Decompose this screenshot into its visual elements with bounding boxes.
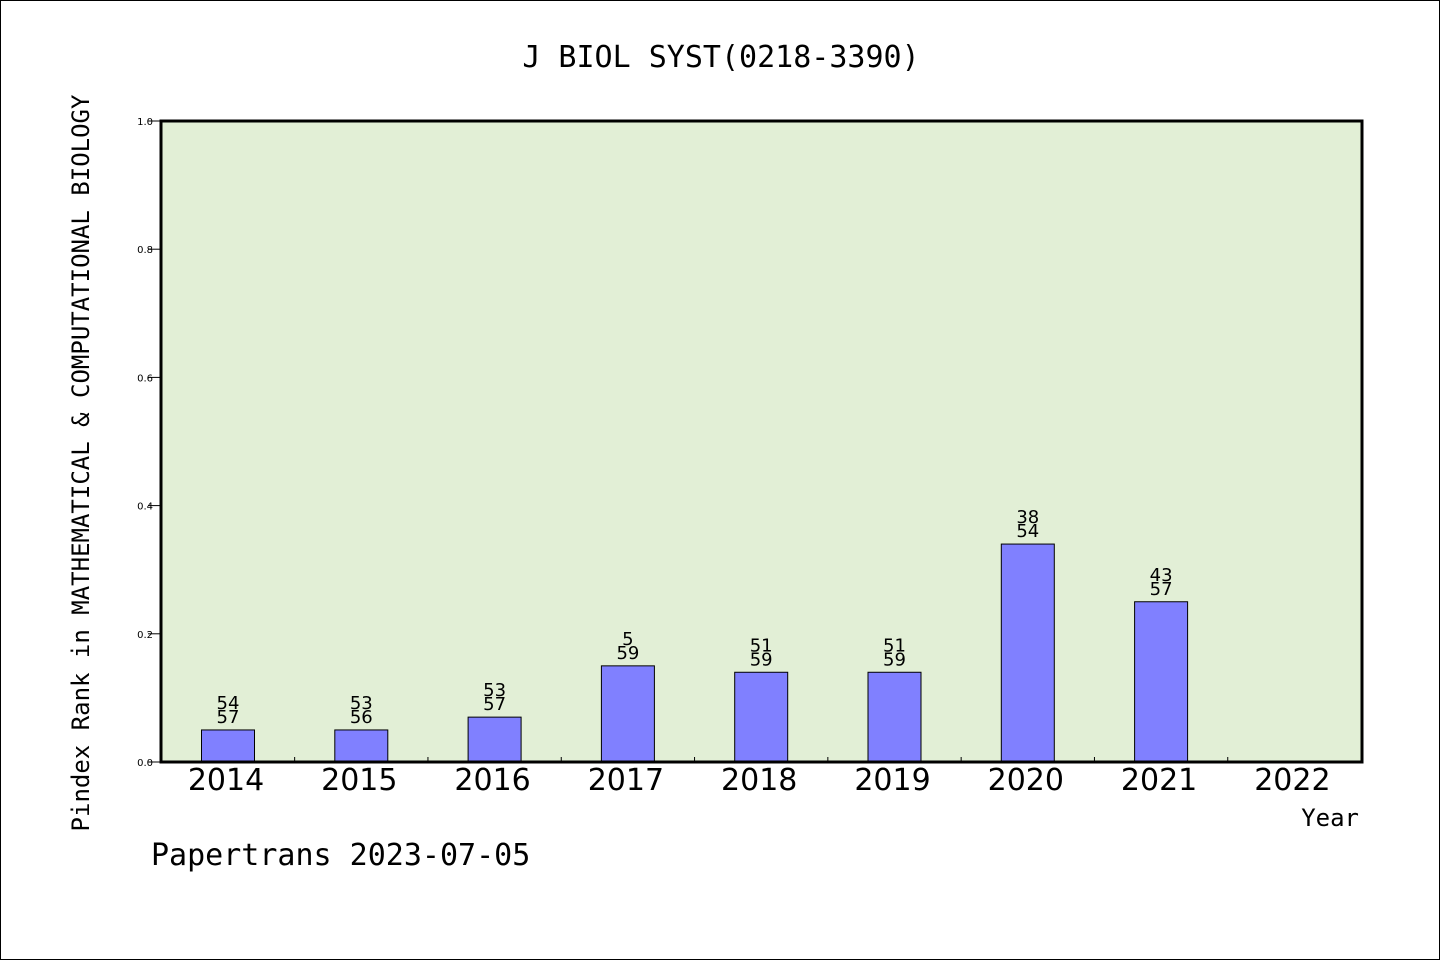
bar-2019 [867, 671, 922, 763]
plot-frame [159, 119, 1364, 764]
y-ticks-group: 0.0 0.2 0.4 0.6 0.8 1.0 [137, 117, 161, 769]
y-tick-label: 0.4 [137, 502, 153, 513]
bar-rank-label-2016: 53 [483, 680, 506, 701]
y-axis-label: Pindex Rank in MATHEMATICAL & COMPUTATIO… [67, 94, 95, 831]
bar-total-label-2017: 59 [616, 643, 639, 664]
bar-2018 [734, 671, 789, 763]
footer-text: Papertrans 2023-07-05 [151, 838, 530, 873]
bar-2020 [1000, 543, 1055, 763]
bar-total-label-2018: 59 [750, 649, 773, 670]
bar-total-label-2021: 57 [1150, 579, 1173, 600]
bar-rank-label-2019: 51 [883, 635, 906, 656]
y-tick-label: 0.8 [137, 245, 153, 256]
bar-total-label-2016: 57 [483, 694, 506, 715]
bar-2021 [1134, 601, 1189, 763]
y-tick-label: 1.0 [137, 117, 153, 128]
y-tick-label: 0.2 [137, 630, 153, 641]
bar-2015 [334, 729, 389, 763]
bar-rank-label-2014: 54 [217, 693, 240, 714]
x-axis-label: Year [1301, 804, 1359, 832]
x-tick-label-2015: 2015 [321, 763, 397, 798]
bar-2014 [201, 729, 255, 763]
bar-total-label-2014: 57 [217, 707, 240, 728]
y-tick-label: 0.6 [137, 373, 153, 384]
x-tick-label-2017: 2017 [588, 763, 664, 798]
x-tick-label-2014: 2014 [188, 763, 264, 798]
bar-rank-label-2015: 53 [350, 693, 373, 714]
bar-total-label-2019: 59 [883, 649, 906, 670]
bar-total-label-2020: 54 [1016, 521, 1039, 542]
x-tick-label-2021: 2021 [1121, 763, 1197, 798]
bar-rank-label-2018: 51 [750, 635, 773, 656]
x-tick-label-2016: 2016 [454, 763, 530, 798]
x-tick-label-2019: 2019 [854, 763, 930, 798]
x-ticks-group: 2014 2015 2016 2017 2018 2019 2020 2021 2022 [188, 757, 1331, 798]
bar-rank-label-2020: 38 [1016, 507, 1039, 528]
bar-2017 [600, 665, 655, 763]
bar-rank-label-2021: 43 [1150, 565, 1173, 586]
bar-2016 [467, 716, 522, 763]
x-tick-label-2022: 2022 [1254, 763, 1330, 798]
bar-total-label-2015: 56 [350, 707, 373, 728]
x-tick-label-2018: 2018 [721, 763, 797, 798]
bar-rank-label-2017: 5 [622, 629, 633, 650]
y-tick-label: 0.0 [137, 758, 153, 769]
x-tick-label-2020: 2020 [988, 763, 1064, 798]
chart-title: J BIOL SYST(0218-3390) [522, 40, 919, 75]
